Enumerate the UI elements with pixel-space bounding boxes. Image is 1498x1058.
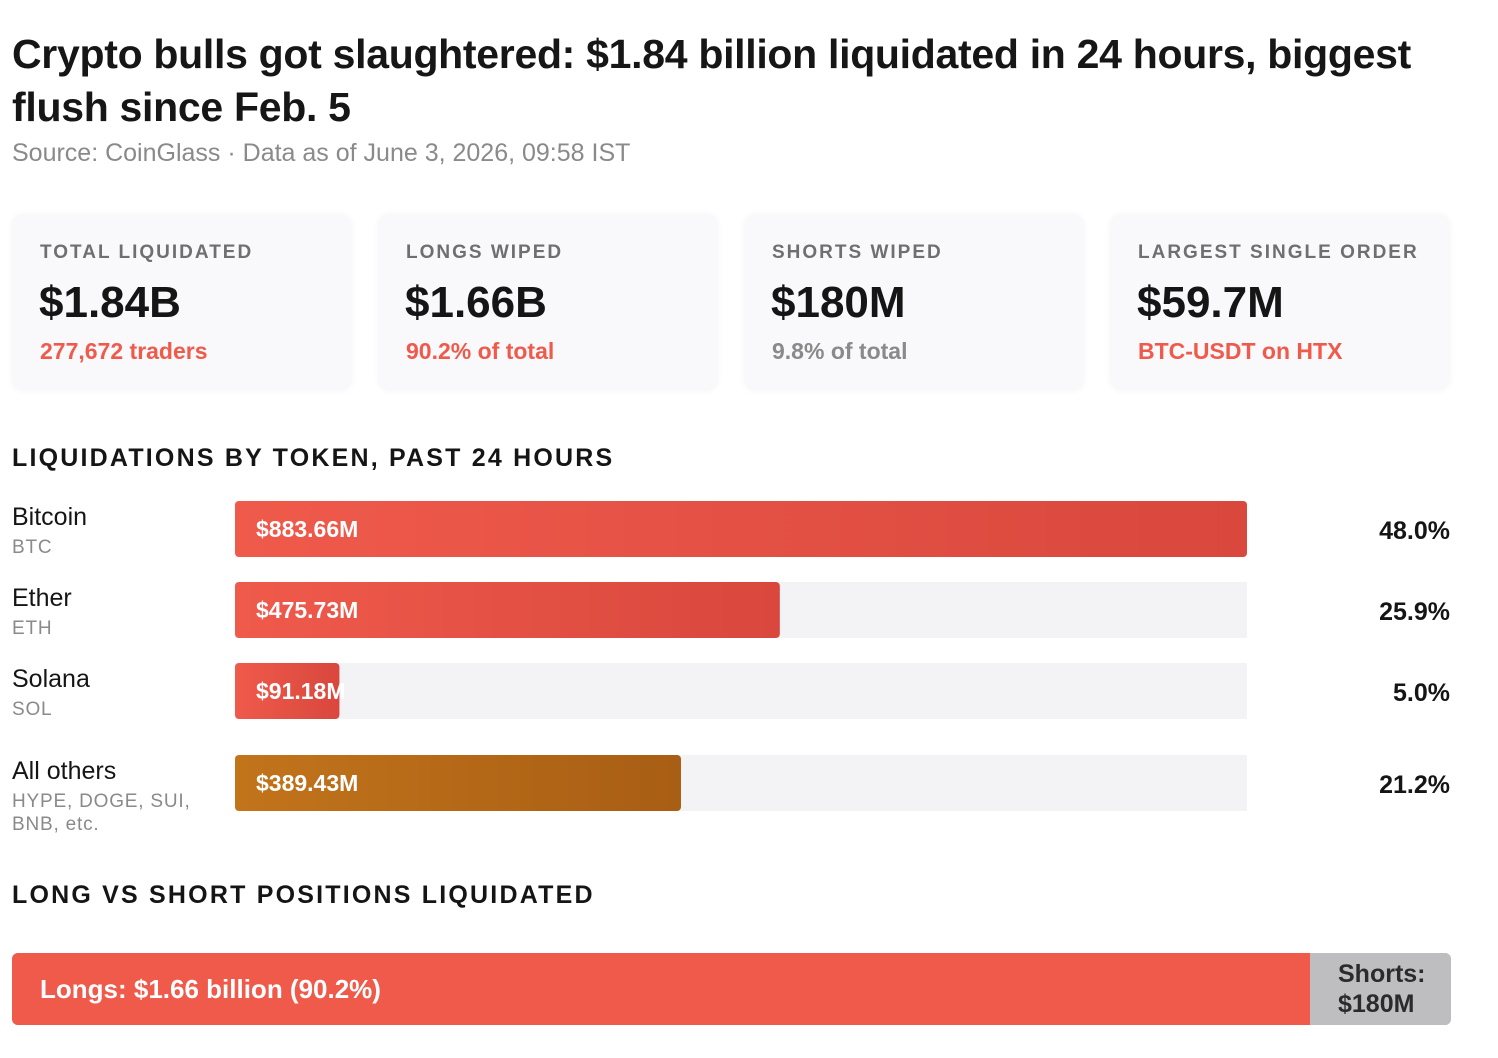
long-short-bar: Longs: $1.66 billion (90.2%) Shorts: $18…	[12, 953, 1451, 1025]
stat-card-label: LONGS WIPED	[406, 242, 564, 263]
bar	[235, 501, 1247, 557]
category-symbol: HYPE, DOGE, SUI, BNB, etc.	[12, 791, 191, 835]
category-label: Ether	[12, 584, 72, 612]
section-title-tokens: LIQUIDATIONS BY TOKEN, PAST 24 HOURS	[12, 444, 615, 472]
stat-card-label: LARGEST SINGLE ORDER	[1138, 242, 1419, 263]
bar-percent-label: 5.0%	[1393, 679, 1450, 707]
bar	[235, 663, 340, 719]
page-title: Crypto bulls got slaughtered: $1.84 bill…	[12, 31, 1411, 130]
bar-percent-label: 21.2%	[1379, 771, 1450, 799]
stat-card-sub: 90.2% of total	[406, 338, 555, 364]
bar-percent-label: 48.0%	[1379, 517, 1450, 545]
category-symbol: ETH	[12, 618, 52, 639]
bar-track	[235, 663, 1247, 719]
category-symbol: BTC	[12, 537, 52, 558]
stat-card-total-liquidated: TOTAL LIQUIDATED $1.84B 277,672 traders	[12, 214, 352, 391]
longs-segment: Longs: $1.66 billion (90.2%)	[12, 953, 1310, 1025]
bar-value-label: $883.66M	[256, 516, 358, 542]
stat-card-value: $59.7M	[1137, 278, 1284, 327]
bar	[235, 582, 780, 638]
stat-card-largest-order: LARGEST SINGLE ORDER $59.7M BTC-USDT on …	[1110, 214, 1450, 391]
shorts-label: Shorts: $180M	[1338, 960, 1426, 1018]
shorts-segment: Shorts: $180M	[1310, 953, 1451, 1025]
category-label: All others	[12, 757, 116, 785]
longs-label: Longs: $1.66 billion (90.2%)	[40, 974, 381, 1004]
category-label: Bitcoin	[12, 503, 87, 531]
bar-percent-label: 25.9%	[1379, 598, 1450, 626]
stat-card-sub: 9.8% of total	[772, 338, 908, 364]
stat-card-value: $1.84B	[39, 278, 181, 327]
stat-cards: TOTAL LIQUIDATED $1.84B 277,672 traders …	[12, 214, 1451, 391]
section-title-long-short: LONG VS SHORT POSITIONS LIQUIDATED	[12, 881, 595, 909]
bar-value-label: $475.73M	[256, 597, 358, 623]
token-bar-chart: $883.66M 48.0% Bitcoin BTC $475.73M 25.9% Ethe…	[12, 501, 1450, 835]
stat-card-value: $1.66B	[405, 278, 547, 327]
bar	[235, 755, 681, 811]
bar-value-label: $389.43M	[256, 770, 358, 796]
stat-card-shorts-wiped: SHORTS WIPED $180M 9.8% of total	[744, 214, 1084, 391]
stat-card-label: SHORTS WIPED	[772, 242, 943, 263]
stat-card-label: TOTAL LIQUIDATED	[40, 242, 254, 263]
stat-card-sub: 277,672 traders	[40, 338, 208, 364]
stat-card-sub: BTC-USDT on HTX	[1138, 338, 1343, 364]
category-label: Solana	[12, 665, 90, 693]
source-note: Source: CoinGlass · Data as of June 3, 2…	[12, 139, 631, 167]
stat-card-longs-wiped: LONGS WIPED $1.66B 90.2% of total	[378, 214, 718, 391]
stat-card-value: $180M	[771, 278, 906, 327]
category-symbol: SOL	[12, 699, 52, 720]
bar-value-label: $91.18M	[256, 678, 346, 704]
